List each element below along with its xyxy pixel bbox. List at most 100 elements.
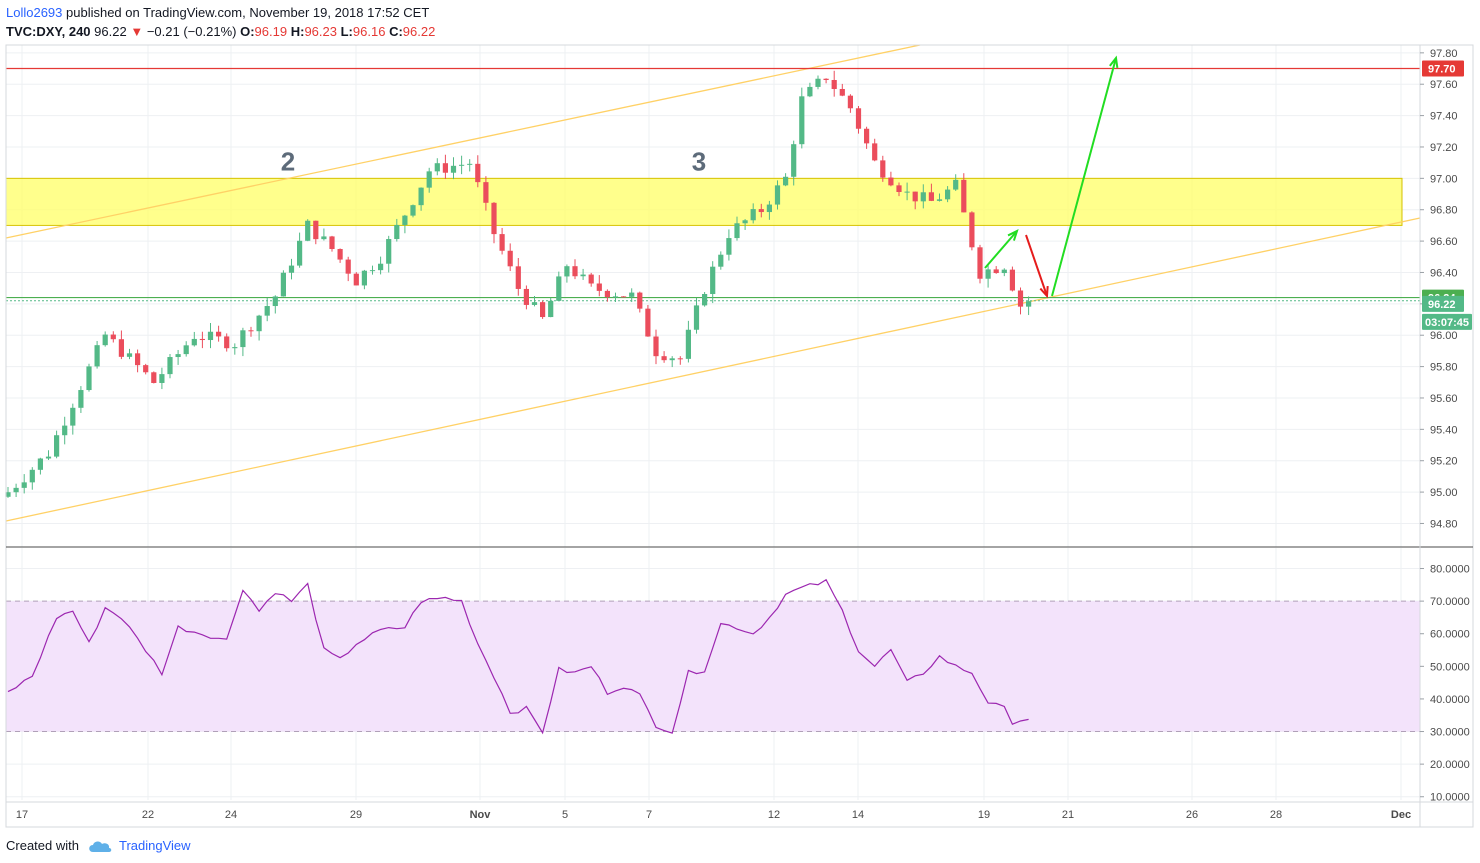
down-arrow-head (1039, 285, 1049, 299)
time-tick-label: 5 (562, 809, 568, 821)
last-price: 96.22 (94, 24, 127, 39)
rsi-band (6, 601, 1420, 732)
symbol-label[interactable]: TVC:DXY, 240 (6, 24, 91, 39)
candle-body (29, 469, 35, 483)
channel-lower-line (5, 217, 1421, 522)
price-tick-label: 95.60 (1430, 393, 1458, 405)
candle-body (580, 274, 586, 277)
candle-body (710, 266, 716, 294)
candle-body (645, 308, 651, 337)
high-label: H: (290, 24, 305, 39)
rsi-line (7, 578, 1029, 735)
long-up-arrow (1051, 57, 1117, 297)
candle-body (831, 79, 837, 89)
price-tick-label: 96.40 (1430, 267, 1458, 279)
candle-body (815, 78, 821, 87)
candle-body (378, 263, 384, 271)
candle-body (297, 240, 303, 266)
candle-body (677, 358, 683, 360)
time-tick-label: 29 (350, 809, 362, 821)
price-tick-label: 95.20 (1430, 456, 1458, 468)
candle-body (604, 290, 610, 298)
price-tick-label: 94.80 (1430, 518, 1458, 530)
candle-body (556, 276, 562, 301)
candle-body (394, 224, 400, 240)
candle-body (70, 407, 76, 426)
countdown-label: 03:07:45 (1425, 317, 1469, 329)
tradingview-cloud-icon (89, 841, 112, 852)
candle-body (548, 300, 554, 318)
candle-body (1026, 301, 1032, 307)
time-tick-label: Dec (1391, 809, 1411, 821)
tradingview-link[interactable]: TradingView (118, 838, 191, 853)
candle-body (621, 296, 627, 298)
price-axis[interactable]: 97.80 97.60 97.40 97.20 97.00 96.80 96.60 96.40… (1420, 48, 1458, 531)
price-tick-label: 97.40 (1430, 111, 1458, 123)
outer-border (5, 44, 1474, 828)
price-tick-label: 95.80 (1430, 362, 1458, 374)
candle-body (783, 176, 789, 186)
rsi-axis[interactable]: 80.0000 70.0000 60.0000 50.0000 40.0000 30.00… (1420, 564, 1470, 804)
author-link[interactable]: Lollo2693 (6, 5, 63, 20)
candle-body (110, 334, 116, 340)
candle-body (102, 334, 108, 346)
price-tick-label: 97.60 (1430, 79, 1458, 91)
candle-body (953, 179, 959, 190)
candle-body (750, 209, 756, 221)
short-up-arrow (984, 230, 1018, 269)
candle-body (337, 249, 343, 260)
candle-body (564, 266, 570, 277)
candle-body (961, 179, 967, 213)
candle-body (386, 239, 392, 264)
candle-body (718, 254, 724, 267)
candle-body (207, 331, 214, 341)
candle-body (1001, 269, 1007, 274)
rsi-tick-label: 70.0000 (1430, 596, 1470, 608)
candle-body (515, 266, 521, 289)
candle-body (572, 266, 578, 277)
candle-body (442, 163, 448, 173)
forecast-arrows (984, 55, 1119, 299)
candle-body (353, 273, 359, 286)
time-tick-label: 19 (978, 809, 990, 821)
candle-body (596, 283, 602, 291)
candle-body (758, 209, 764, 213)
candle-body (280, 272, 286, 297)
rsi-tick-label: 40.0000 (1430, 694, 1470, 706)
candle-body (685, 329, 691, 359)
wave-label: 3 (692, 147, 706, 177)
candle-body (418, 187, 424, 206)
candle-body (847, 95, 853, 109)
short-up-arrow-head (1007, 229, 1019, 241)
candle-body (86, 366, 92, 391)
long-up-arrow-head (1109, 55, 1119, 69)
candle-body (199, 338, 205, 341)
supply-zone (5, 177, 1403, 226)
candle-body (888, 177, 894, 186)
candle-body (507, 250, 513, 267)
candle-body (1017, 290, 1024, 307)
down-triangle-icon: ▼ (130, 24, 144, 39)
price-tag-bg (1422, 295, 1464, 312)
low-value: 96.16 (352, 24, 386, 39)
candle-body (928, 192, 934, 201)
time-tick-label: 12 (768, 809, 780, 821)
candle-body (143, 365, 149, 373)
candle-body (45, 456, 52, 459)
high-value: 96.23 (304, 24, 337, 39)
open-value: 96.19 (254, 24, 288, 39)
candle-body (1009, 269, 1015, 291)
rsi-tick-label: 80.0000 (1430, 564, 1470, 576)
price-tag-label: 96.22 (1428, 299, 1456, 311)
open-label: O: (240, 24, 255, 39)
time-tick-label: 17 (16, 809, 28, 821)
candle-body (540, 302, 546, 318)
candle-body (969, 212, 975, 248)
candle-body (402, 215, 408, 225)
candle-body (985, 269, 991, 279)
created-with-label: Created with (6, 838, 79, 853)
time-axis[interactable]: 17 22 24 29 Nov 5 7 12 14 19 21 26 28 Dec (16, 809, 1411, 821)
